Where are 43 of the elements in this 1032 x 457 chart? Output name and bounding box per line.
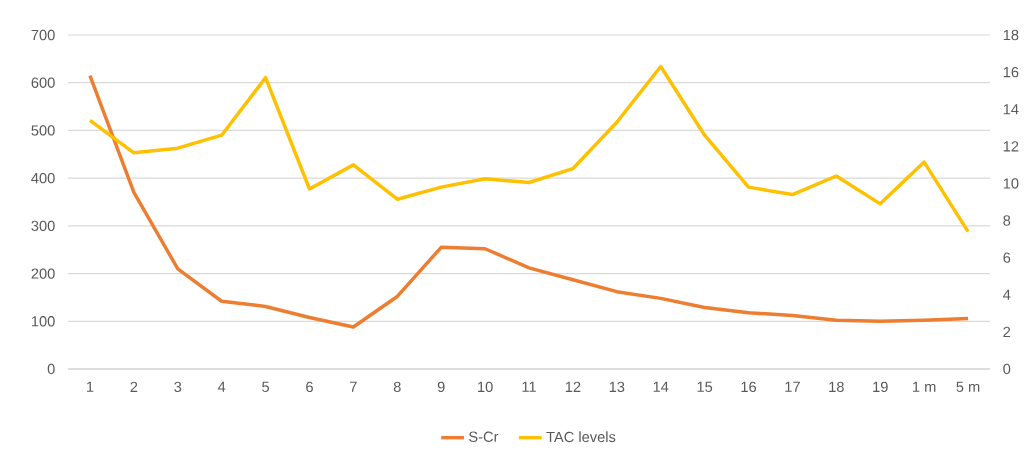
y2-tick-label: 10 — [1003, 178, 1019, 189]
y-tick-label: 300 — [31, 220, 55, 232]
x-tick-label: 16 — [741, 381, 757, 393]
legend-label: S-Cr — [469, 431, 499, 442]
x-tick-label: 18 — [829, 381, 844, 393]
x-tick-label: 1 m — [913, 381, 936, 392]
x-tick-label: 2 — [130, 381, 138, 392]
line-series — [88, 73, 970, 329]
y-tick-label: 0 — [47, 363, 55, 375]
x-tick-label: 11 — [522, 381, 536, 392]
y-tick-label: 600 — [31, 77, 55, 88]
x-tick-label: 19 — [873, 381, 888, 393]
y-tick-label: 700 — [31, 29, 55, 41]
x-tick-label: 13 — [609, 381, 625, 393]
x-tick-label: 5 m — [956, 381, 980, 392]
line-series — [88, 64, 970, 234]
legend-label: TAC levels — [546, 431, 616, 443]
x-tick-label: 10 — [478, 381, 493, 393]
x-tick-label: 14 — [653, 381, 669, 392]
x-tick-label: 17 — [785, 381, 800, 392]
y2-tick-label: 12 — [1003, 141, 1019, 152]
y-tick-label: 200 — [31, 268, 55, 279]
y-tick-label: 400 — [31, 172, 55, 184]
x-tick-label: 5 — [262, 381, 270, 392]
x-tick-label: 1 — [87, 381, 94, 392]
x-tick-label: 12 — [565, 381, 581, 392]
y2-tick-label: 6 — [1003, 252, 1011, 263]
x-tick-label: 8 — [393, 381, 401, 393]
y2-tick-label: 16 — [1003, 66, 1019, 78]
x-tick-label: 6 — [306, 381, 313, 393]
y-tick-label: 100 — [31, 316, 55, 327]
x-tick-label: 9 — [437, 381, 445, 393]
x-tick-label: 7 — [350, 381, 357, 392]
y2-tick-label: 2 — [1003, 326, 1011, 337]
y2-tick-label: 18 — [1003, 29, 1019, 41]
x-tick-label: 4 — [217, 381, 226, 392]
y2-tick-label: 14 — [1003, 104, 1019, 115]
y-tick-label: 500 — [31, 125, 55, 136]
x-tick-label: 15 — [697, 381, 713, 392]
x-tick-label: 3 — [174, 381, 182, 393]
y2-tick-label: 8 — [1003, 215, 1011, 226]
y2-tick-label: 0 — [1003, 363, 1011, 375]
y2-tick-label: 4 — [1003, 289, 1011, 300]
